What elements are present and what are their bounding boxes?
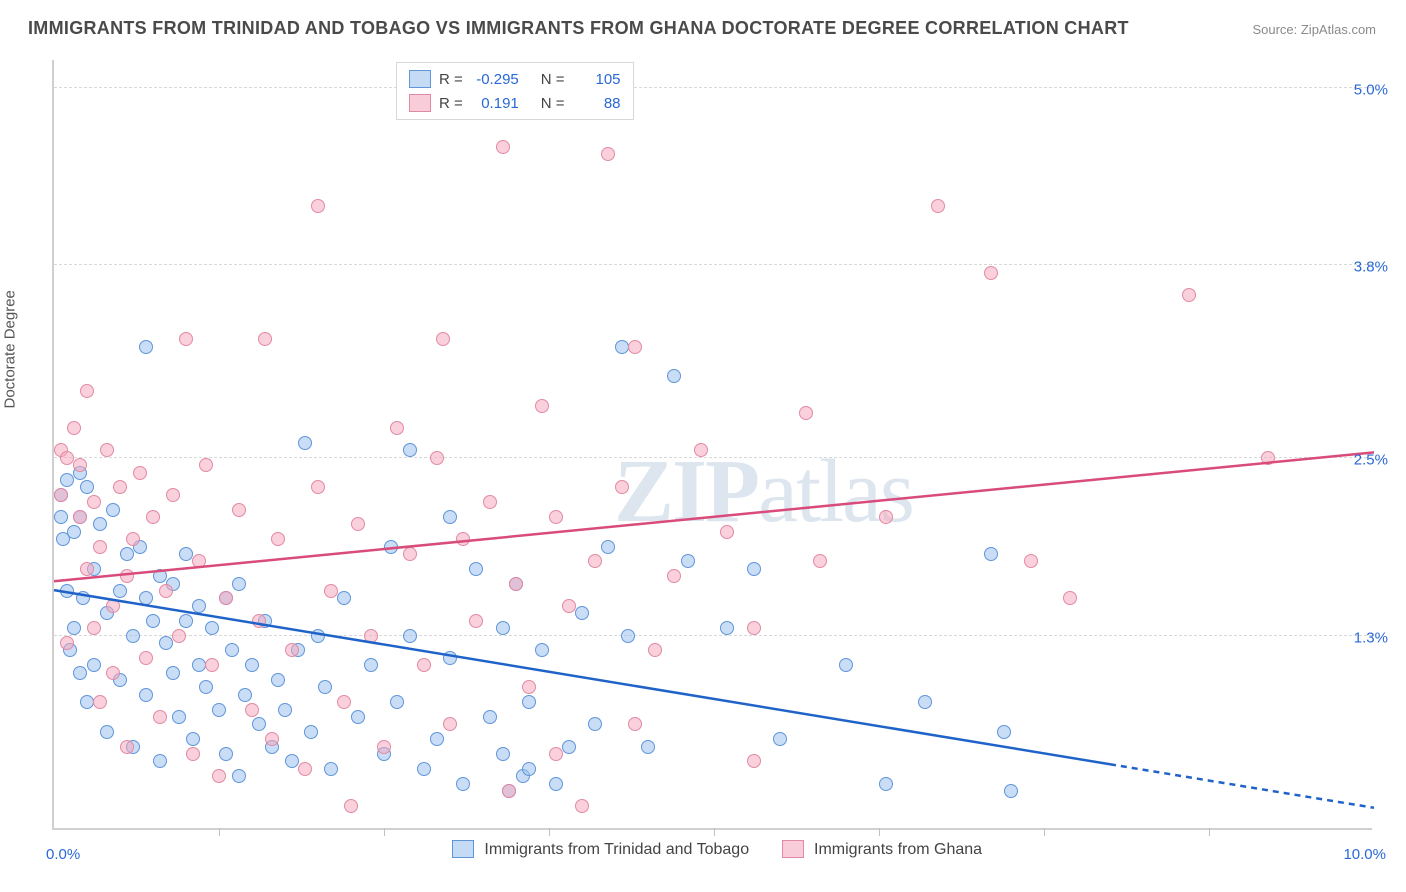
stats-row-s2: R = 0.191 N = 88	[409, 91, 621, 115]
r-label: R =	[439, 95, 463, 112]
ytick-label: 3.8%	[1354, 259, 1388, 276]
series-legend: Immigrants from Trinidad and Tobago Immi…	[0, 840, 1406, 859]
trend-lines	[54, 60, 1374, 830]
swatch-s2-icon	[409, 94, 431, 112]
series-label-s2: Immigrants from Ghana	[814, 841, 982, 858]
plot-area: ZIPatlas	[52, 60, 1372, 830]
n-label: N =	[541, 95, 565, 112]
r-value-s2: 0.191	[471, 95, 519, 112]
series-label-s1: Immigrants from Trinidad and Tobago	[484, 841, 749, 858]
n-value-s2: 88	[573, 95, 621, 112]
y-axis-label: Doctorate Degree	[2, 290, 19, 408]
swatch-s1-icon	[452, 840, 474, 858]
n-value-s1: 105	[573, 71, 621, 88]
chart-title: IMMIGRANTS FROM TRINIDAD AND TOBAGO VS I…	[28, 18, 1129, 39]
source-attribution: Source: ZipAtlas.com	[1252, 22, 1376, 37]
swatch-s1-icon	[409, 70, 431, 88]
swatch-s2-icon	[782, 840, 804, 858]
r-label: R =	[439, 71, 463, 88]
stats-legend: R = -0.295 N = 105 R = 0.191 N = 88	[396, 62, 634, 120]
ytick-label: 5.0%	[1354, 81, 1388, 98]
ytick-label: 1.3%	[1354, 629, 1388, 646]
r-value-s1: -0.295	[471, 71, 519, 88]
ytick-label: 2.5%	[1354, 451, 1388, 468]
n-label: N =	[541, 71, 565, 88]
stats-row-s1: R = -0.295 N = 105	[409, 67, 621, 91]
